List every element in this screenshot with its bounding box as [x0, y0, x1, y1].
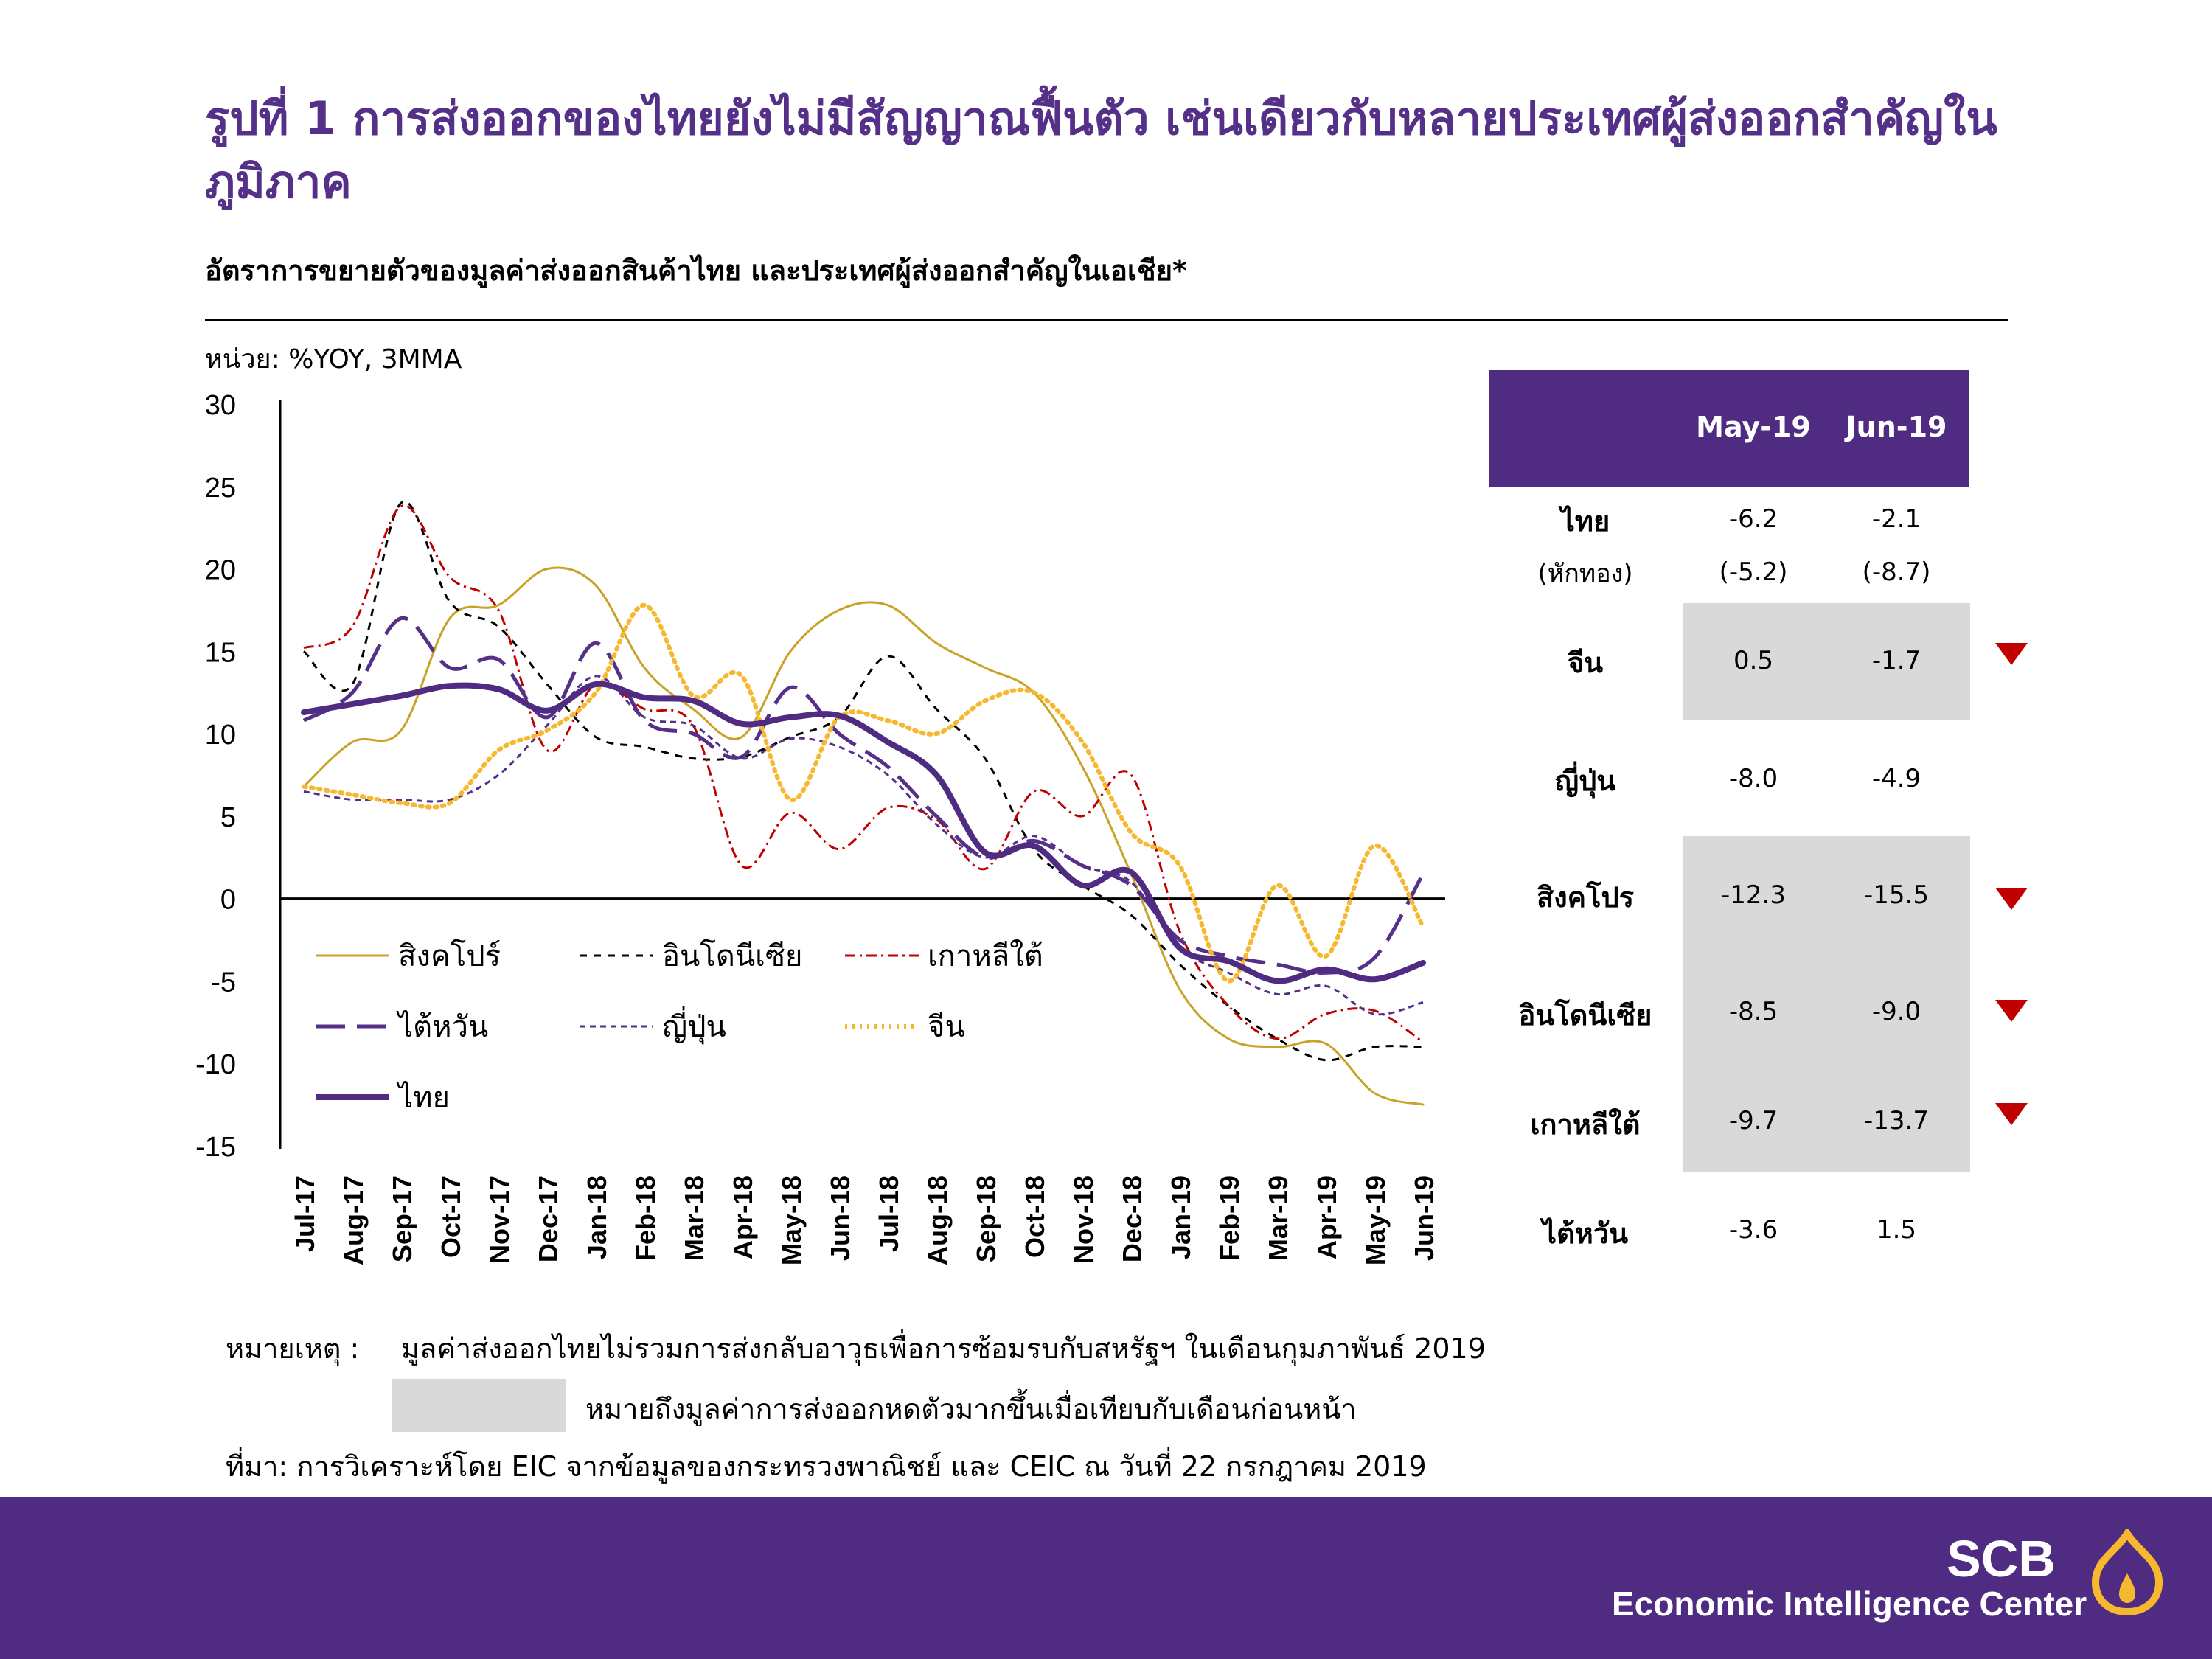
x-tick-label: Jan-19 [1166, 1175, 1196, 1259]
y-axis: 30 25 20 15 10 5 0 -5 -10 -15 [195, 390, 282, 1163]
col-may: May-19 [1696, 411, 1811, 443]
cell-jun: -15.5 [1864, 880, 1929, 910]
cell-jun: -1.7 [1871, 646, 1921, 675]
x-tick-label: Oct-18 [1020, 1175, 1050, 1258]
page-title: รูปที่ 1 การส่งออกของไทยยังไม่มีสัญญาณฟื… [205, 91, 1997, 209]
y-tick-label: -15 [195, 1132, 236, 1163]
series-line [303, 675, 1424, 1016]
x-tick-label: Jun-18 [825, 1175, 855, 1261]
cell-may: -9.7 [1728, 1106, 1778, 1135]
y-tick-label: 10 [205, 720, 236, 751]
cell-th-may: -6.2 [1728, 504, 1778, 534]
x-tick-label: Nov-17 [484, 1175, 515, 1264]
col-jun: Jun-19 [1846, 411, 1947, 443]
x-tick-label: Mar-18 [679, 1175, 709, 1261]
y-tick-label: 30 [205, 390, 236, 421]
x-tick-label: Apr-19 [1312, 1175, 1342, 1259]
y-tick-label: 5 [220, 802, 236, 833]
line-chart: 30 25 20 15 10 5 0 -5 -10 -15 Jul-17 Aug-17 Sep-17 O… [195, 390, 1445, 1265]
down-triangle-icon [1995, 888, 2028, 910]
brand-center-text: Economic Intelligence Center [1612, 1585, 2087, 1623]
series-line [303, 504, 1424, 1043]
legend-label: อินโดนีเซีย [662, 939, 802, 973]
legend: สิงคโปร์ อินโดนีเซีย เกาหลีใต้ไต้หวัน ญี่ปุ… [316, 939, 1043, 1115]
brand-logo-text: SCB [1947, 1530, 2056, 1587]
footer-bar [0, 1497, 2212, 1659]
series-line [302, 616, 1425, 975]
cell-may: -12.3 [1721, 880, 1786, 910]
down-triangle-icon [1995, 1103, 2028, 1125]
x-tick-label: Feb-18 [630, 1175, 661, 1261]
cell-may: -8.5 [1728, 997, 1778, 1026]
cell-may: 0.5 [1733, 646, 1774, 675]
cell-jun: -13.7 [1864, 1106, 1929, 1135]
shade-legend-text: หมายถึงมูลค่าการส่งออกหดตัวมากขึ้นเมื่อเ… [585, 1393, 1357, 1425]
cell-may: -3.6 [1728, 1215, 1778, 1245]
down-triangle-icon [1995, 643, 2028, 665]
x-tick-label: Sep-18 [971, 1175, 1001, 1262]
x-tick-label: Dec-17 [533, 1175, 563, 1262]
divider [205, 319, 2008, 321]
cell-jun: -4.9 [1871, 764, 1921, 793]
row-label: ญี่ปุ่น [1554, 765, 1616, 797]
x-tick-label: Jan-18 [582, 1175, 612, 1259]
y-tick-label: -5 [211, 967, 236, 998]
row-label: อินโดนีเซีย [1518, 999, 1652, 1032]
legend-label: ไทย [396, 1081, 450, 1115]
x-tick-label: Jul-18 [874, 1175, 904, 1252]
x-tick-label: Jul-17 [290, 1175, 320, 1252]
legend-label: สิงคโปร์ [398, 939, 501, 973]
row-label: จีน [1567, 647, 1604, 679]
legend-label: ญี่ปุ่น [662, 1006, 726, 1045]
shade-china [1683, 603, 1970, 720]
series-lines [301, 500, 1426, 1106]
x-tick-label: Aug-17 [338, 1175, 369, 1265]
cell-th-jun: -2.1 [1871, 504, 1921, 534]
x-tick-label: Sep-17 [387, 1175, 417, 1262]
legend-label: ไต้หวัน [396, 1010, 488, 1044]
row-label: เกาหลีใต้ [1530, 1108, 1641, 1141]
shade-sg-id-kr [1683, 836, 1970, 1172]
cell-jun: 1.5 [1876, 1215, 1917, 1245]
down-triangle-icon [1995, 1000, 2028, 1022]
cell-th-may-exgold: (-5.2) [1719, 557, 1788, 587]
y-tick-label: 25 [205, 473, 236, 504]
row-label: สิงคโปร [1536, 881, 1635, 914]
table-header [1489, 370, 1969, 487]
row-label: ไทย [1560, 505, 1610, 538]
row-label: ไต้หวัน [1542, 1217, 1629, 1250]
x-tick-label: May-19 [1360, 1175, 1391, 1265]
y-tick-label: 15 [205, 637, 236, 668]
shade-legend-swatch [392, 1379, 566, 1432]
y-tick-label: -10 [195, 1049, 236, 1080]
x-tick-label: Dec-18 [1117, 1175, 1147, 1262]
x-tick-label: Jun-19 [1409, 1175, 1439, 1261]
y-tick-label: 0 [220, 885, 236, 916]
source-text: ที่มา: การวิเคราะห์โดย EIC จากข้อมูลของก… [226, 1450, 1427, 1483]
cell-may: -8.0 [1728, 764, 1778, 793]
x-tick-label: Mar-19 [1263, 1175, 1293, 1261]
chart-subtitle: อัตราการขยายตัวของมูลค่าส่งออกสินค้าไทย … [205, 254, 1187, 287]
x-tick-label: Nov-18 [1068, 1175, 1099, 1264]
x-tick-label: Apr-18 [728, 1175, 758, 1259]
x-tick-label: Feb-19 [1214, 1175, 1245, 1261]
scb-emblem-icon [2091, 1529, 2163, 1616]
y-tick-label: 20 [205, 555, 236, 586]
series-line [302, 602, 1425, 984]
row-sublabel: (หักทอง) [1537, 559, 1633, 588]
x-tick-label: May-18 [776, 1175, 807, 1265]
x-tick-label: Aug-18 [922, 1175, 953, 1265]
x-axis: Jul-17 Aug-17 Sep-17 Oct-17 Nov-17 Dec-17 Jan-… [280, 897, 1445, 1265]
note-label: หมายเหตุ : [226, 1332, 360, 1365]
legend-label: เกาหลีใต้ [928, 939, 1043, 973]
cell-th-jun-exgold: (-8.7) [1862, 557, 1931, 587]
x-tick-label: Oct-17 [436, 1175, 466, 1258]
unit-label: หน่วย: %YOY, 3MMA [205, 344, 462, 375]
note-text: มูลค่าส่งออกไทยไม่รวมการส่งกลับอาวุธเพื่… [401, 1332, 1486, 1365]
legend-label: จีน [928, 1010, 965, 1044]
series-line [301, 681, 1426, 984]
cell-jun: -9.0 [1871, 997, 1921, 1026]
series-line [302, 566, 1425, 1106]
